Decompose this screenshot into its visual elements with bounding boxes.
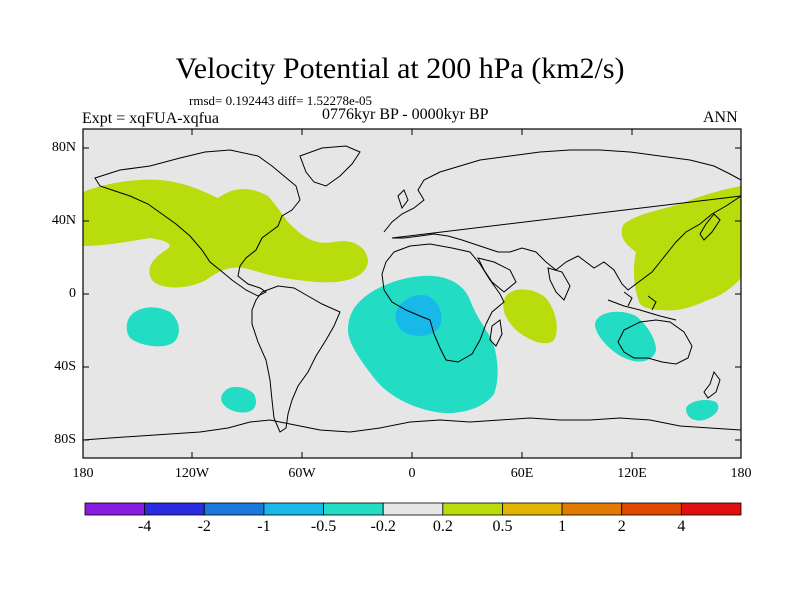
negative-region-south-pacific [221,386,256,413]
lon-label-60e: 60E [510,466,534,481]
colorbar-box-3 [263,502,324,516]
colorbar-box-6 [442,502,503,516]
coastline-south-america [251,285,341,433]
colorbar-label: -0.5 [310,518,337,535]
colorbar-label: -1 [257,518,271,535]
colorbar-label: -0.2 [370,518,396,535]
colorbar-label: 0.5 [492,518,513,535]
colorbar-box-4 [323,502,384,516]
colorbar-box-8 [561,502,623,516]
colorbar-box-9 [621,502,682,516]
lon-label-180w: 180 [72,466,94,481]
colorbar-box-2 [203,502,265,516]
negative-region-east-pacific [126,307,179,347]
coastline-north-america [94,149,301,297]
coastline-arabia [477,257,517,293]
colorbar-box-5 [382,502,444,516]
colorbar-label: -4 [137,518,152,535]
lon-label-60w: 60W [288,466,316,481]
season-label: ANN [703,109,738,126]
negative-anomaly-regions [126,275,719,421]
coastline-new-zealand [703,370,721,399]
colorbar-box-0 [84,502,146,516]
period-label: 0776kyr BP - 0000kyr BP [322,106,489,123]
plot-title: Velocity Potential at 200 hPa (km2/s) [175,52,625,85]
negative-region-central-atlantic-africa [348,275,498,414]
colorbar-box-7 [502,502,563,516]
stats-line: rmsd= 0.192443 diff= 1.52278e-05 [189,93,373,108]
negative-region-tasman [686,400,719,421]
coastline-australia [617,319,693,365]
coastline-antarctica [83,417,741,441]
colorbar-label: 4 [677,518,686,535]
lat-label-80s: 80S [54,432,76,447]
coastline-indonesia [607,291,677,321]
coastline-uk [397,189,409,210]
negative-region-australia [595,311,656,362]
colorbar-label: 1 [558,518,567,535]
colorbar [84,502,742,516]
lon-label-120w: 120W [174,466,210,481]
lat-label-40s: 40S [54,359,76,374]
coastline-eurasia [383,149,741,291]
coastlines [83,145,741,441]
coastline-greenland [299,145,361,187]
lat-label-80n: 80N [51,140,76,155]
coastline-africa [381,243,505,363]
coastline-india [547,267,571,301]
colorbar-box-1 [144,502,205,516]
colorbar-label: 0.2 [432,518,453,535]
colorbar-label: 2 [617,518,626,535]
positive-region-north-atlantic [83,179,368,288]
experiment-label: Expt = xqFUA-xqfua [82,110,220,127]
lon-label-180e: 180 [730,466,752,481]
lat-label-0: 0 [69,286,76,301]
lon-label-0: 0 [408,466,416,481]
colorbar-box-10 [680,502,742,516]
coastline-madagascar [489,319,503,347]
lat-label-40n: 40N [51,213,76,228]
coastline-japan [699,213,721,241]
lon-label-120e: 120E [617,466,647,481]
positive-region-indian-ocean [503,289,557,344]
map-ticks [83,129,741,458]
colorbar-label: -2 [197,518,211,535]
